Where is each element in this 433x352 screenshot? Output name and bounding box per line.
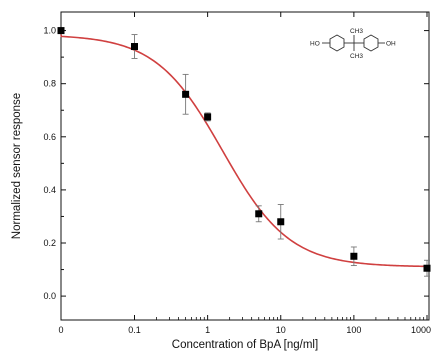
x-tick-label: 100 bbox=[346, 325, 361, 335]
data-point bbox=[204, 113, 212, 121]
data-point bbox=[277, 218, 285, 226]
y-tick-label: 0.6 bbox=[43, 132, 56, 142]
data-point bbox=[182, 90, 190, 98]
y-tick-label: 0.4 bbox=[43, 185, 56, 195]
fit-curve bbox=[60, 34, 428, 268]
data-point bbox=[131, 43, 138, 51]
x-axis: 0 0.1 1 10 100 1000 bbox=[58, 12, 431, 335]
y-tick-label: 0.8 bbox=[43, 79, 56, 89]
structure-label-left: HO bbox=[310, 41, 320, 48]
x-tick-label: 10 bbox=[276, 325, 286, 335]
x-tick-label: 0 bbox=[58, 325, 63, 335]
y-axis-label: Normalized sensor response bbox=[11, 93, 23, 239]
x-tick-label: 1 bbox=[205, 325, 210, 335]
data-point bbox=[350, 252, 358, 260]
structure-label-bottom: CH3 bbox=[350, 53, 363, 60]
x-axis-label: Concentration of BpA [ng/ml] bbox=[172, 339, 318, 351]
structure-label-right: OH bbox=[386, 41, 396, 48]
y-tick-label: 1.0 bbox=[43, 26, 56, 36]
data-points bbox=[57, 27, 431, 277]
y-tick-label: 0.0 bbox=[43, 291, 56, 301]
data-point bbox=[57, 27, 65, 35]
y-axis: 0.0 0.2 0.4 0.6 0.8 1.0 bbox=[43, 26, 429, 301]
data-point bbox=[423, 264, 431, 272]
data-point bbox=[255, 210, 263, 218]
y-tick-label: 0.2 bbox=[43, 238, 56, 248]
plot-frame bbox=[60, 11, 430, 321]
left-benzene-ring bbox=[329, 34, 345, 52]
structure-label-top: CH3 bbox=[350, 28, 363, 35]
right-benzene-ring bbox=[363, 34, 379, 52]
x-tick-label: 1000 bbox=[411, 325, 431, 335]
bisphenol-a-structure bbox=[322, 34, 385, 52]
x-tick-label: 0.1 bbox=[128, 325, 141, 335]
